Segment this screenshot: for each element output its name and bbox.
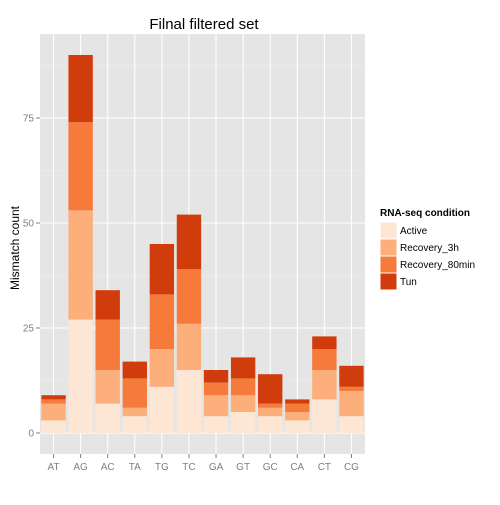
bar-segment [285, 420, 310, 433]
x-tick-label: TA [129, 462, 141, 473]
x-tick-label: CG [344, 462, 359, 473]
x-tick-label: AC [101, 462, 115, 473]
bar-segment [312, 349, 337, 370]
y-tick-label: 25 [23, 324, 35, 335]
bar-segment [285, 403, 310, 412]
legend-label: Tun [400, 277, 417, 288]
x-tick-label: TG [155, 462, 169, 473]
bar-segment [68, 55, 93, 123]
y-tick-label: 0 [28, 429, 34, 440]
bar-segment [176, 214, 202, 270]
bar-segment [312, 370, 337, 400]
bar-segment [258, 416, 283, 433]
bars-layer [41, 55, 364, 433]
bar-segment [312, 399, 337, 433]
bar-segment [203, 416, 229, 433]
bar-segment [95, 403, 120, 433]
bar-segment [203, 382, 229, 396]
bar-segment [176, 269, 202, 324]
x-tick-label: AT [48, 462, 60, 473]
legend-key [379, 238, 398, 257]
bar-segment [149, 349, 175, 387]
bar-segment [285, 412, 310, 421]
bar-segment [68, 122, 93, 211]
legend-key [379, 221, 398, 240]
bar-segment [41, 399, 66, 404]
y-tick-label: 50 [23, 219, 35, 230]
x-tick-label: GT [236, 462, 250, 473]
legend-key [379, 272, 398, 291]
bar-segment [258, 403, 283, 408]
y-tick-label: 75 [23, 114, 35, 125]
x-tick-label: AG [73, 462, 88, 473]
bar-segment [339, 365, 364, 387]
bar-segment [41, 395, 66, 400]
x-tick-label: GA [209, 462, 224, 473]
legend-key [379, 255, 398, 274]
bar-segment [122, 407, 147, 417]
y-axis: 0 25 50 75 [23, 114, 40, 440]
x-tick-label: CT [318, 462, 331, 473]
bar-segment [68, 210, 93, 320]
bar-segment [122, 416, 147, 433]
y-axis-label: Mismatch count [8, 205, 22, 290]
bar-segment [149, 244, 175, 295]
legend: RNA-seq condition Active Recovery_3h Recov… [379, 208, 475, 291]
bar-segment [41, 420, 66, 433]
bar-segment [149, 294, 175, 349]
bar-segment [122, 378, 147, 408]
bar-segment [230, 357, 256, 379]
bar-segment [95, 370, 120, 404]
bar-segment [203, 395, 229, 417]
bar-segment [176, 370, 202, 433]
bar-segment [149, 386, 175, 433]
bar-segment [230, 378, 256, 396]
bar-segment [258, 374, 283, 404]
bar-segment [285, 399, 310, 404]
bar-segment [41, 403, 66, 421]
bar-segment [176, 323, 202, 370]
x-tick-label: TC [182, 462, 195, 473]
legend-label: Recovery_80min [400, 260, 475, 271]
bar-segment [230, 395, 256, 412]
legend-title: RNA-seq condition [380, 208, 470, 219]
bar-segment [122, 361, 147, 379]
bar-segment [339, 386, 364, 391]
plot-panel [40, 34, 365, 454]
legend-label: Active [400, 226, 428, 237]
x-axis: AT AG AC TA TG TC GA GT GC CA CT CG [48, 454, 359, 473]
bar-segment [203, 370, 229, 383]
legend-items: Active Recovery_3h Recovery_80min Tun [379, 221, 475, 291]
bar-segment [230, 412, 256, 433]
bar-segment [258, 407, 283, 417]
bar-segment [95, 290, 120, 320]
bar-segment [339, 416, 364, 433]
bar-segment [312, 336, 337, 349]
bar-segment [95, 319, 120, 370]
bar-segment [339, 391, 364, 417]
legend-label: Recovery_3h [400, 243, 459, 254]
x-tick-label: GC [263, 462, 278, 473]
chart-title: Filnal filtered set [149, 16, 259, 33]
x-tick-label: CA [290, 462, 304, 473]
bar-segment [68, 319, 93, 433]
